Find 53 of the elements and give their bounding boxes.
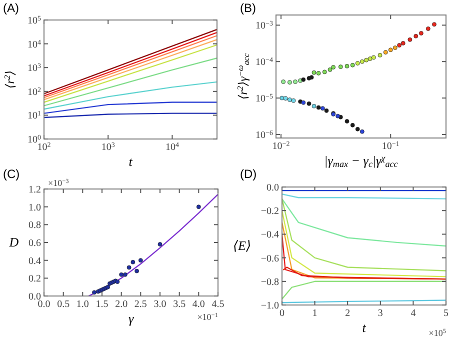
y-tick-label: 0.0 <box>266 182 279 194</box>
x-tick-label: 5 <box>444 308 448 319</box>
x-axis-title: t <box>128 154 133 169</box>
x-tick-label: 10$^{3}$ <box>101 140 116 153</box>
y-axis-title: D <box>8 234 20 250</box>
x-tick-label: 2.0 <box>115 299 128 310</box>
chart-title: (A) <box>3 1 19 15</box>
chart-title: (B) <box>240 1 256 15</box>
y-tick-label: 10$^{−3}$ <box>256 20 274 32</box>
y-tick-label: 10$^{5}$ <box>28 14 42 26</box>
y-tick-label: 0.4 <box>28 256 41 267</box>
text: ×10$^{−3}$ <box>48 178 69 188</box>
y-tick-label: −0.8 <box>260 276 279 288</box>
x-tick-label: 10$^{−1}$ <box>382 140 400 152</box>
x-tick-label: 2 <box>345 308 350 319</box>
y-tick-label: 0.2 <box>28 274 41 285</box>
x-tick-label: 10$^{2}$ <box>37 140 52 153</box>
x-tick-label: 1 <box>312 308 318 319</box>
y-tick-label: 10$^{1}$ <box>28 110 42 122</box>
x-tick-label: 4.5 <box>212 299 224 310</box>
y-tick-label: 10$^{−5}$ <box>256 92 274 105</box>
x-tick-label: 3.0 <box>154 299 166 310</box>
x-axis-title: t <box>362 320 366 335</box>
y-tick-label: −0.2 <box>260 206 279 218</box>
y-tick-label: 10$^{−6}$ <box>256 128 274 141</box>
x-tick-label: 10$^{−2}$ <box>272 140 290 152</box>
y-tick-label: 1.0 <box>28 202 41 214</box>
y-tick-label: 10$^{3}$ <box>28 62 42 74</box>
y-axis-title: ⟨E⟩ <box>232 238 252 253</box>
y-tick-label: 10$^{2}$ <box>28 86 42 98</box>
text: ×10$^{−1}$ <box>197 312 218 322</box>
x-tick-label: 1.0 <box>76 299 89 310</box>
y-tick-label: 10$^{−4}$ <box>256 56 274 68</box>
text: ×10$^{5}$ <box>428 328 446 338</box>
y-tick-label: 0.6 <box>28 238 41 249</box>
y-tick-label: −0.4 <box>260 230 279 241</box>
chart-title: (C) <box>3 167 20 181</box>
x-tick-label: 3.5 <box>173 299 186 310</box>
chart-title: (D) <box>240 167 257 181</box>
y-tick-label: 1.2 <box>28 184 41 196</box>
x-tick-label: 1.5 <box>96 299 108 310</box>
x-tick-label: 0.5 <box>57 299 70 310</box>
y-tick-label: −0.6 <box>260 253 279 264</box>
x-tick-label: 4.0 <box>192 299 205 310</box>
y-tick-label: 10$^{4}$ <box>28 38 42 50</box>
y-tick-label: 0.8 <box>28 220 41 232</box>
x-tick-label: 2.5 <box>134 299 147 310</box>
x-tick-label: 3 <box>378 308 383 319</box>
y-tick-label: −1.0 <box>260 300 279 312</box>
x-axis-title: γ <box>128 311 134 326</box>
x-tick-label: 10$^{4}$ <box>165 140 180 153</box>
x-tick-label: 0 <box>280 308 284 319</box>
x-tick-label: 4 <box>410 308 416 319</box>
